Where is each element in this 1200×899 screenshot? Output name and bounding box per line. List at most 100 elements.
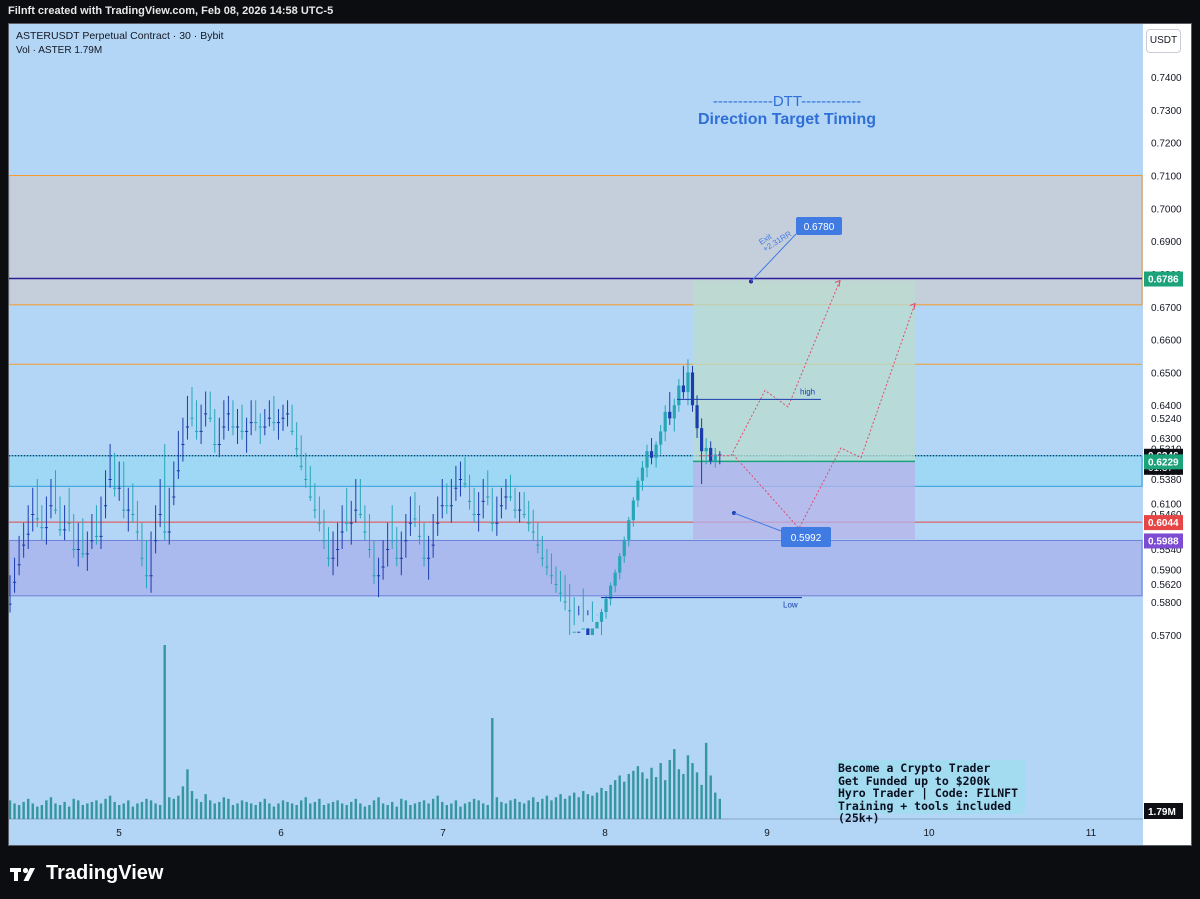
price-tick-label: 0.6100 — [1151, 500, 1182, 511]
candle-body — [518, 509, 522, 511]
volume-bar — [718, 798, 721, 819]
candle-body — [176, 470, 180, 472]
candle-body — [213, 444, 217, 445]
candle-body — [299, 465, 303, 467]
volume-bar — [604, 791, 608, 819]
promo-line: Get Funded up to $200k — [838, 773, 991, 788]
volume-bar — [545, 795, 549, 819]
volume-bar — [177, 795, 180, 819]
volume-bar — [281, 800, 285, 819]
candle-body — [445, 505, 449, 507]
volume-bar — [136, 803, 139, 819]
candle-body — [499, 505, 503, 507]
volume-bar — [450, 803, 453, 819]
candle-body — [572, 631, 576, 633]
price-tag-text: 0.6229 — [1148, 457, 1179, 468]
candle-body — [677, 385, 681, 406]
time-tick-label: 10 — [923, 828, 935, 839]
volume-bar — [673, 749, 676, 819]
volume-bar — [513, 798, 517, 819]
price-tick-label: 0.6300 — [1151, 434, 1182, 445]
volume-bar — [113, 801, 116, 819]
candle-body — [700, 428, 704, 452]
volume-bar — [277, 803, 280, 819]
candle-body — [181, 444, 185, 445]
candle-body — [263, 426, 267, 428]
price-chart[interactable]: high Low ------------DTT------------Direct… — [9, 24, 1191, 845]
candle-body — [154, 540, 158, 542]
candle-body — [386, 549, 390, 550]
volume-bar — [486, 805, 489, 819]
volume-bar — [204, 794, 207, 819]
candle-body — [345, 522, 349, 524]
candle-body — [527, 522, 531, 524]
candle-body — [331, 557, 335, 559]
candle-body — [272, 422, 276, 424]
volume-bar — [27, 798, 30, 819]
volume-bar — [468, 801, 471, 819]
price-tick-label: 0.5620 — [1151, 580, 1182, 591]
tradingview-logo[interactable]: TradingView — [10, 862, 163, 885]
candle-body — [44, 527, 48, 529]
volume-bar — [90, 801, 94, 819]
time-tick-label: 8 — [602, 828, 608, 839]
exit-leader — [750, 233, 797, 282]
target-zone — [693, 280, 915, 462]
candle-body — [681, 385, 685, 393]
projection-arrowhead — [909, 302, 916, 310]
volume-bar — [554, 797, 558, 819]
volume-bar — [17, 805, 21, 819]
volume-bar — [532, 797, 535, 819]
volume-bar — [190, 791, 194, 819]
candle-body — [53, 509, 58, 511]
volume-bar — [181, 786, 185, 819]
candle-body — [254, 422, 258, 424]
price-tick-label: 0.7200 — [1151, 139, 1182, 150]
currency-button[interactable]: USDT — [1146, 29, 1181, 53]
price-tag — [1144, 271, 1183, 287]
stop-zone — [693, 461, 915, 540]
candle-body — [363, 531, 367, 533]
candle-body — [613, 572, 617, 586]
volume-bar — [691, 763, 694, 819]
volume-bar — [463, 803, 467, 819]
volume-bar — [195, 798, 198, 819]
volume-bar — [491, 718, 494, 819]
volume-bar — [40, 805, 44, 819]
candle-body — [654, 444, 658, 458]
volume-bar — [413, 803, 417, 819]
candle-body — [417, 535, 422, 537]
volume-bar — [99, 803, 103, 819]
volume-bar — [627, 773, 630, 819]
time-tick-label: 7 — [440, 828, 446, 839]
candle-body — [103, 505, 108, 507]
volume-bar — [245, 801, 248, 819]
volume-bar — [573, 792, 576, 819]
price-tick-label: 0.5380 — [1151, 475, 1182, 486]
candle-body — [449, 505, 453, 507]
candle-body — [545, 566, 549, 568]
stop-leader — [733, 512, 782, 532]
volume-bar — [586, 794, 590, 819]
volume-bar — [63, 801, 66, 819]
volume-bar — [568, 795, 571, 819]
candle-body — [376, 575, 381, 577]
candle-body — [126, 509, 130, 511]
volume-bar — [559, 794, 562, 819]
volume-bar — [163, 645, 166, 819]
demand-zone — [9, 539, 1143, 597]
volume-bar — [445, 805, 448, 819]
volume-bar — [695, 772, 699, 819]
volume-bar — [613, 780, 617, 819]
volume-bar — [400, 798, 403, 819]
volume-bar — [158, 805, 162, 819]
price-tag — [1144, 515, 1183, 531]
candle-body — [63, 529, 67, 531]
volume-bar — [477, 800, 480, 819]
projection-path — [699, 280, 841, 457]
volume-bar — [363, 806, 367, 819]
volume-bar — [595, 792, 599, 819]
volume-bar — [472, 798, 476, 819]
candle-body — [295, 448, 299, 450]
chart-pane[interactable]: high Low ------------DTT------------ Direct… — [8, 23, 1192, 846]
